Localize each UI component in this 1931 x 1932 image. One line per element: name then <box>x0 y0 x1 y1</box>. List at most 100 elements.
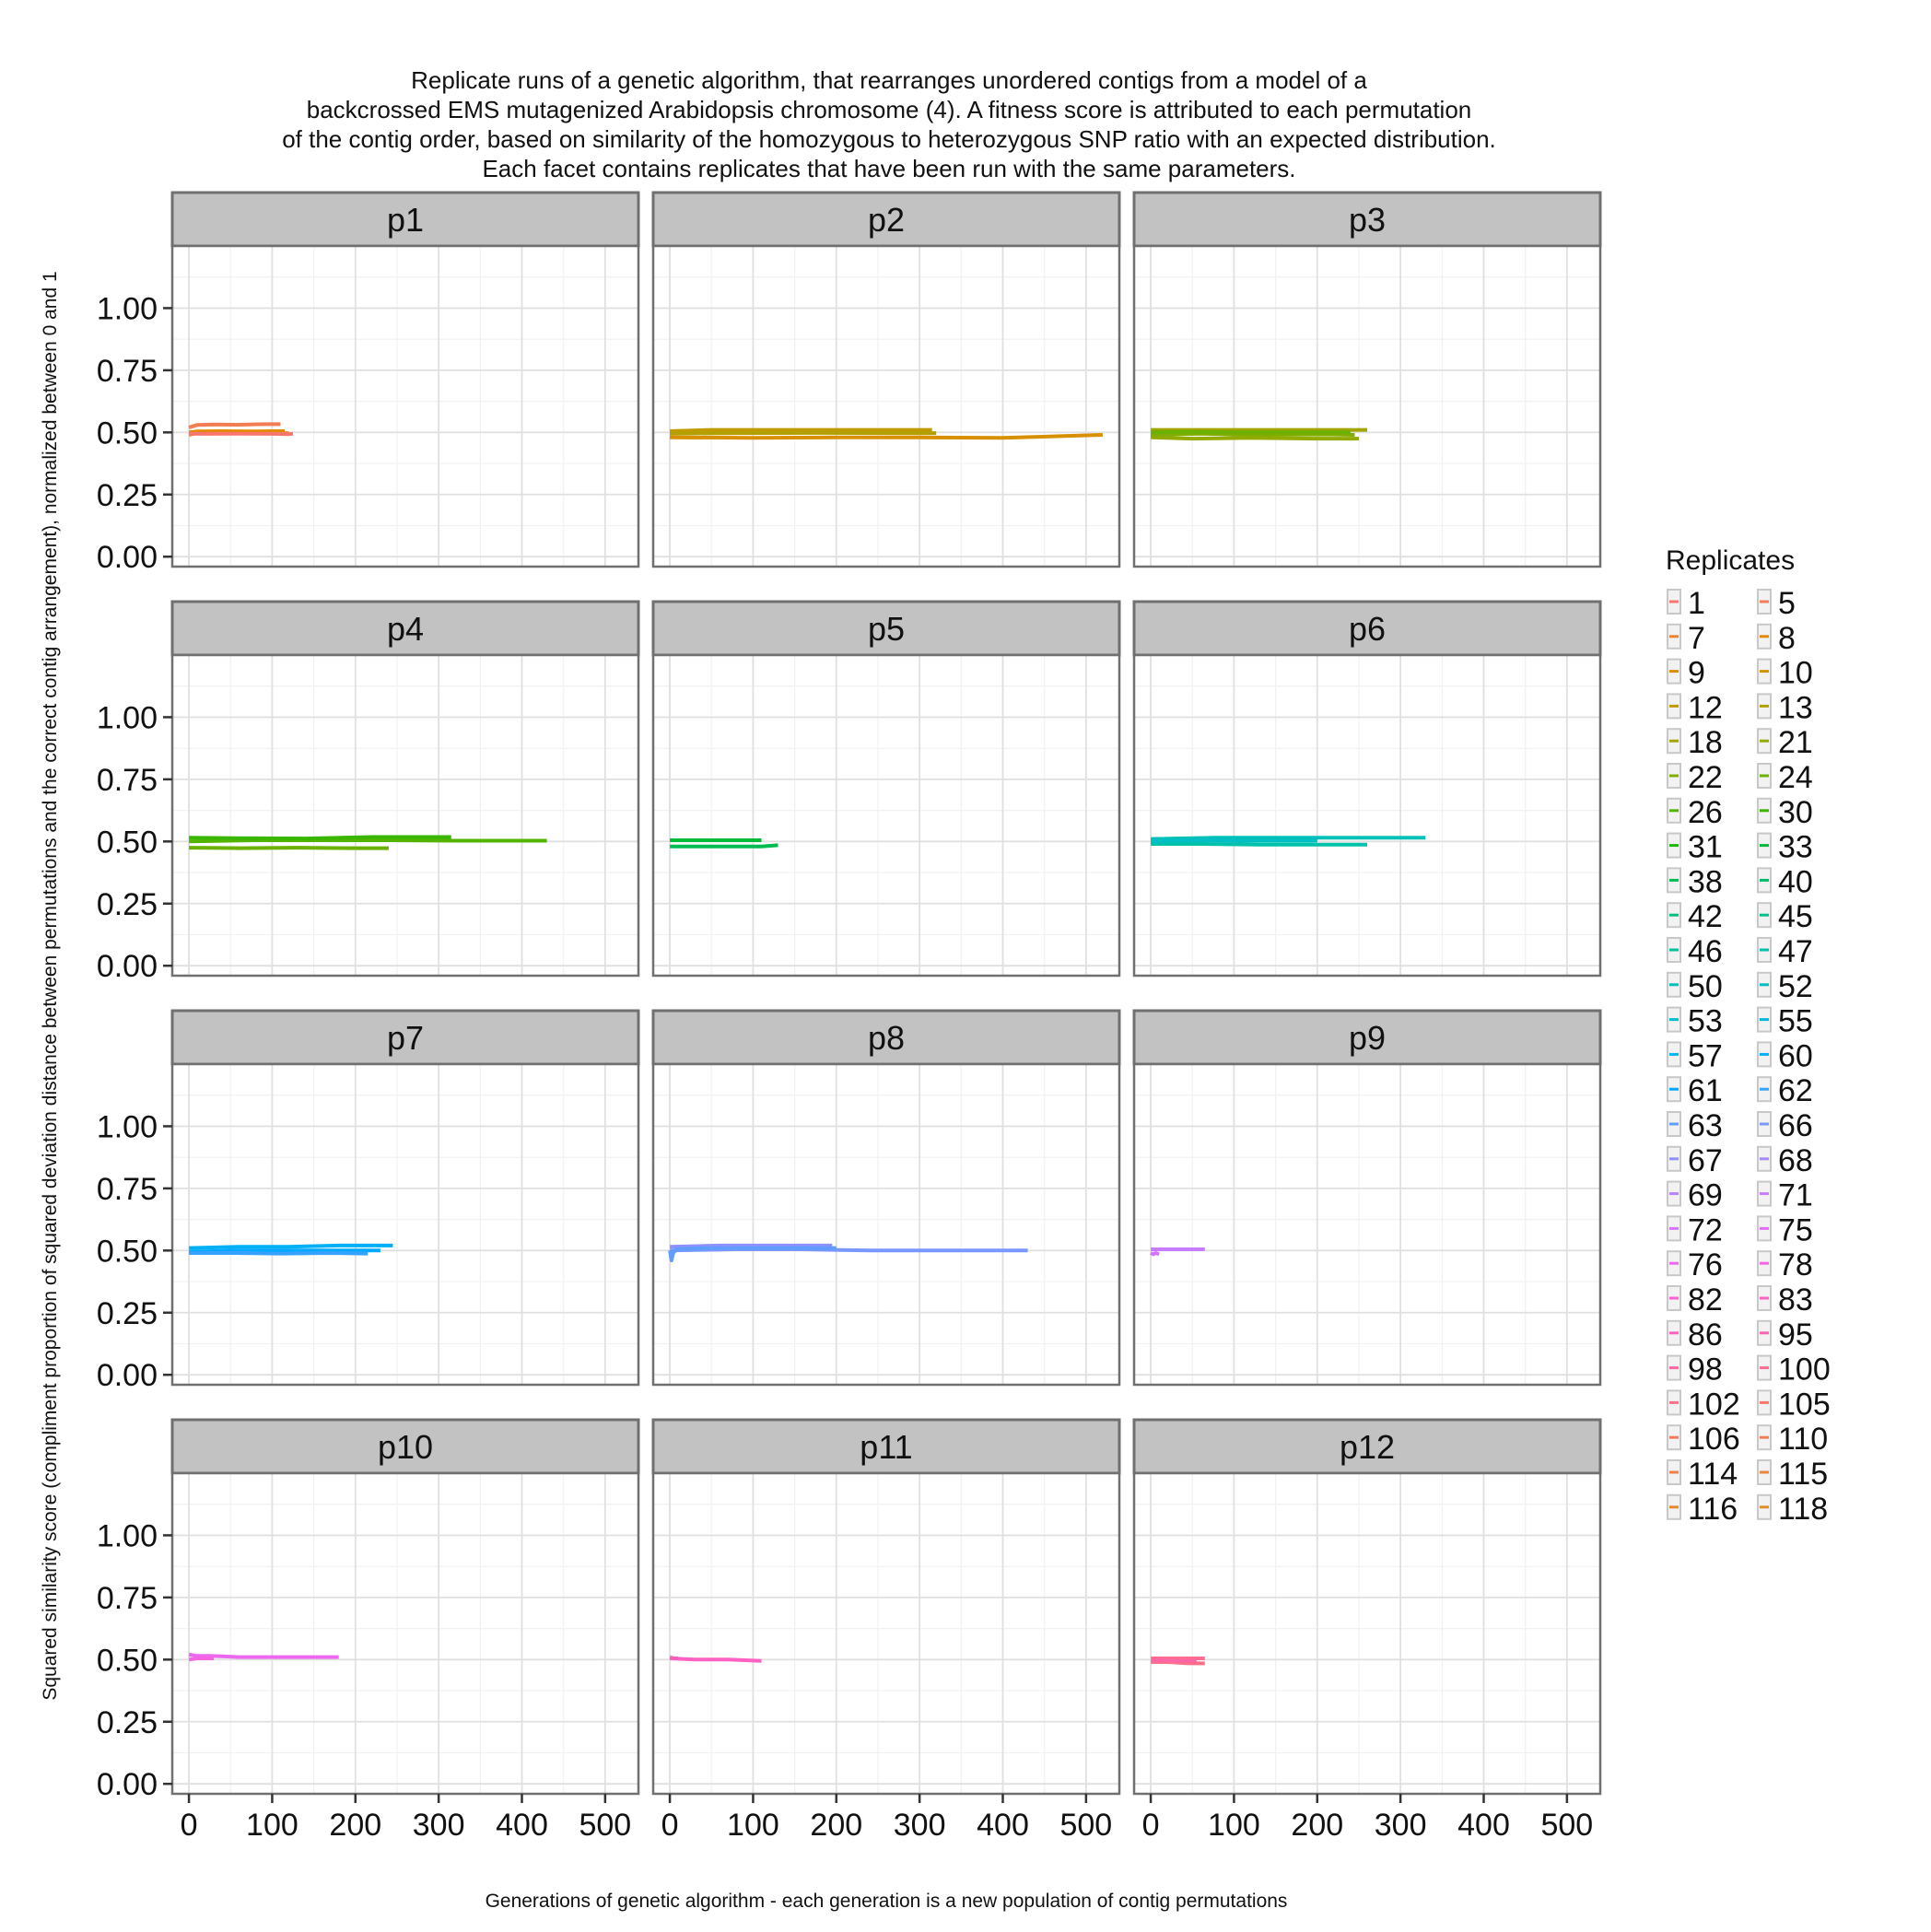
legend-label: 68 <box>1778 1143 1813 1178</box>
facet-p6: p6 <box>1132 600 1602 978</box>
x-tick-label: 0 <box>181 1808 198 1843</box>
y-tick-label: 0.75 <box>97 763 158 798</box>
facet-strip <box>170 1418 640 1475</box>
chart-title-line-2: backcrossed EMS mutagenized Arabidopsis … <box>307 96 1472 123</box>
legend-label: 8 <box>1778 621 1796 656</box>
series-line-p10-1 <box>188 1652 339 1659</box>
legend-item-8: 8 <box>1757 621 1796 656</box>
facet-p4: p4 <box>170 600 640 978</box>
legend-item-1: 1 <box>1667 586 1705 621</box>
x-tick-label: 200 <box>329 1808 381 1843</box>
facet-p10: p10 <box>170 1418 640 1796</box>
legend-item-50: 50 <box>1667 969 1723 1004</box>
legend-label: 30 <box>1778 795 1813 830</box>
panel-background <box>1134 655 1600 976</box>
x-tick-label: 100 <box>246 1808 298 1843</box>
legend-label: 42 <box>1688 899 1723 934</box>
facet-label: p6 <box>1349 610 1386 648</box>
panel-border <box>170 1062 640 1387</box>
legend-item-38: 38 <box>1667 864 1723 899</box>
legend-label: 57 <box>1688 1038 1723 1073</box>
legend-label: 67 <box>1688 1143 1723 1178</box>
series-line-p3-2 <box>1151 435 1359 441</box>
series-line-p11-1 <box>670 1657 762 1663</box>
legend-label: 60 <box>1778 1038 1813 1073</box>
y-tick-label: 0.25 <box>97 478 158 513</box>
x-tick-label: 400 <box>1457 1808 1510 1843</box>
series-line-p8-3 <box>668 1246 837 1263</box>
x-tick-label: 300 <box>413 1808 465 1843</box>
panel-border <box>1132 244 1602 568</box>
legend-label: 83 <box>1778 1282 1813 1317</box>
legend-label: 46 <box>1688 934 1723 969</box>
facet-panel <box>1132 1062 1602 1387</box>
series-line-p2-3 <box>670 430 937 436</box>
legend-label: 52 <box>1778 969 1813 1004</box>
facet-p1: p1 <box>170 191 640 568</box>
x-tick-label: 500 <box>579 1808 631 1843</box>
legend-item-118: 118 <box>1757 1492 1828 1527</box>
series-line-p12-3 <box>1151 1658 1197 1663</box>
legend-label: 53 <box>1688 1004 1723 1039</box>
legend-item-31: 31 <box>1667 830 1723 865</box>
facet-panel <box>1132 1471 1602 1796</box>
y-tick-label: 0.75 <box>97 1581 158 1616</box>
legend-title: Replicates <box>1666 545 1795 576</box>
legend-item-40: 40 <box>1757 864 1813 899</box>
y-tick-label: 0.00 <box>97 949 158 984</box>
legend-item-5: 5 <box>1757 586 1796 621</box>
panel-background <box>1134 246 1600 567</box>
y-tick-label: 0.50 <box>97 825 158 860</box>
legend-item-100: 100 <box>1757 1352 1831 1388</box>
facet-p8: p8 <box>651 1009 1121 1387</box>
facet-p7: p7 <box>170 1009 640 1387</box>
y-tick-label: 0.50 <box>97 416 158 451</box>
legend-item-12: 12 <box>1667 690 1723 725</box>
series-line-p7-3 <box>189 1251 369 1256</box>
facet-label: p7 <box>387 1019 424 1057</box>
y-tick-label: 0.00 <box>97 540 158 575</box>
facet-panel <box>651 1471 1121 1796</box>
legend-label: 61 <box>1688 1073 1723 1108</box>
legend-item-57: 57 <box>1667 1038 1723 1073</box>
facet-label: p2 <box>868 201 905 239</box>
legend-item-22: 22 <box>1667 760 1723 795</box>
legend-label: 50 <box>1688 969 1723 1004</box>
panel-background <box>653 655 1119 976</box>
legend-label: 102 <box>1688 1387 1740 1422</box>
legend-label: 7 <box>1688 621 1705 656</box>
legend-item-106: 106 <box>1667 1422 1740 1457</box>
legend-item-78: 78 <box>1757 1247 1813 1282</box>
facet-panel <box>1132 653 1602 978</box>
legend-label: 1 <box>1688 586 1705 621</box>
legend-item-46: 46 <box>1667 934 1723 969</box>
legend-item-105: 105 <box>1757 1387 1831 1422</box>
panel-border <box>651 1062 1121 1387</box>
facet-label: p5 <box>868 610 905 648</box>
legend-item-86: 86 <box>1667 1317 1723 1352</box>
x-axis-title: Generations of genetic algorithm - each … <box>486 1891 1288 1912</box>
facet-strip <box>1132 600 1602 657</box>
series-line-p2-2 <box>670 433 1103 440</box>
facet-p5: p5 <box>651 600 1121 978</box>
facet-panel <box>651 1062 1121 1387</box>
series-line-p4-3 <box>189 846 389 850</box>
legend-label: 98 <box>1688 1352 1723 1388</box>
facet-label: p12 <box>1340 1428 1395 1466</box>
legend-label: 21 <box>1778 725 1813 760</box>
series-line-p4-2 <box>189 835 451 841</box>
facet-panel <box>651 653 1121 978</box>
facet-label: p1 <box>387 201 424 239</box>
legend-label: 47 <box>1778 934 1813 969</box>
legend-label: 100 <box>1778 1352 1831 1388</box>
panel-border <box>170 1471 640 1796</box>
legend-item-26: 26 <box>1667 795 1723 830</box>
x-tick-label: 400 <box>977 1808 1029 1843</box>
x-tick-label: 100 <box>727 1808 779 1843</box>
panel-border <box>651 653 1121 978</box>
y-axis-title: Squared similarity score (compliment pro… <box>40 271 61 1700</box>
legend-item-9: 9 <box>1667 656 1705 691</box>
facet-strip <box>170 1009 640 1066</box>
series-line-p2-1 <box>670 427 932 433</box>
legend-item-67: 67 <box>1667 1143 1723 1178</box>
